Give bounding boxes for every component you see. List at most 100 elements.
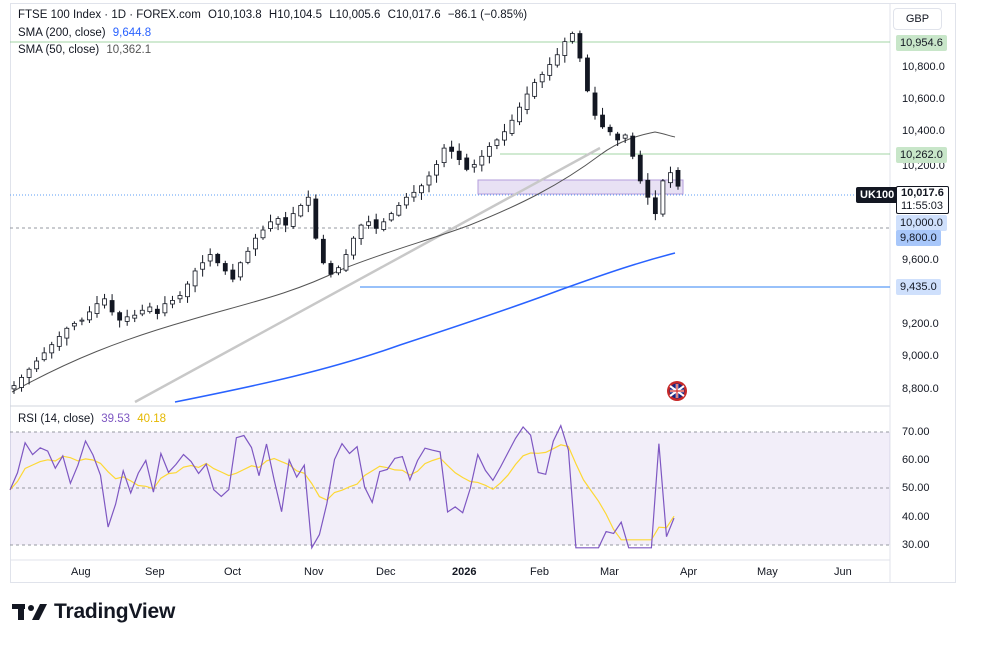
candle-body (222, 263, 228, 272)
tradingview-logo-icon (12, 604, 47, 620)
candle-body (577, 33, 583, 59)
candle-body (117, 312, 123, 321)
candle-body (320, 238, 326, 264)
candle-body (87, 311, 92, 321)
uk-flag-icon (667, 381, 687, 401)
candle-body (41, 352, 47, 361)
candle-body (351, 237, 356, 256)
time-label: Jun (834, 566, 852, 578)
candle-body (562, 41, 568, 56)
close-value: C10,017.6 (387, 9, 441, 21)
candle-body (343, 254, 349, 271)
rsi-legend[interactable]: RSI (14, close) 39.53 40.18 (18, 413, 170, 425)
candle-body (554, 54, 560, 66)
currency-button[interactable]: GBP (893, 8, 942, 30)
candle-body (245, 250, 251, 263)
rsi-value: 39.53 (101, 413, 131, 425)
chart-frame[interactable] (10, 3, 956, 583)
rsi-pane (9, 423, 675, 550)
candle-body (185, 283, 190, 298)
candle-body (215, 253, 221, 264)
candle-body (509, 119, 515, 134)
rsi-ma-value: 40.18 (137, 413, 167, 425)
sma50-label: SMA (50, close) (18, 44, 100, 56)
candle-body (419, 185, 424, 194)
candle-body (569, 33, 575, 42)
last-price-value: 10,017.6 (901, 187, 944, 199)
candle-body (71, 322, 77, 327)
candle-body (200, 262, 206, 270)
candle-body (426, 175, 432, 186)
candle-body (652, 197, 658, 215)
sma50-value: 10,362.1 (106, 44, 152, 56)
candle-body (268, 221, 273, 229)
candle-body (19, 377, 24, 388)
candle-body (34, 360, 40, 370)
candle-body (494, 139, 500, 146)
candle-body (479, 155, 485, 166)
candle-body (154, 308, 160, 314)
candle-body (396, 205, 402, 216)
candle-body (502, 131, 507, 141)
candle-body (192, 270, 198, 287)
candle-body (675, 170, 681, 187)
candle-body (260, 229, 266, 239)
candle-body (615, 133, 621, 141)
tradingview-logo[interactable]: TradingView (12, 600, 175, 624)
symbol-title[interactable]: FTSE 100 Index · 1D · FOREX.com (18, 9, 201, 21)
sma200-label: SMA (200, close) (18, 27, 106, 39)
price-tick: 10,200.0 (902, 160, 945, 172)
candle-body (64, 327, 70, 339)
price-tick: 8,800.0 (902, 383, 939, 395)
candle-body (132, 314, 138, 319)
time-label: Dec (376, 566, 396, 578)
candle-body (290, 213, 296, 227)
level-10000-tag: 10,000.0 (896, 215, 947, 231)
candle-body (102, 298, 107, 306)
candle-body (366, 221, 372, 226)
candle-body (283, 217, 289, 226)
candle-body (456, 150, 462, 160)
candle-body (441, 147, 447, 164)
candle-body (630, 135, 636, 157)
time-label: Feb (530, 566, 549, 578)
candle-body (524, 93, 530, 110)
candle-body (539, 74, 545, 83)
change-value: −86.1 (−0.85%) (447, 9, 528, 21)
open-value: O10,103.8 (207, 9, 262, 21)
candle-body (162, 303, 168, 314)
rsi-line (9, 423, 675, 550)
candle-body (328, 263, 334, 275)
candle-body (471, 164, 477, 168)
countdown-value: 11:55:03 (901, 200, 944, 212)
sma50-legend[interactable]: SMA (50, close) 10,362.1 (18, 44, 155, 56)
time-label: Nov (304, 566, 324, 578)
candle-body (381, 221, 387, 230)
sma200-legend[interactable]: SMA (200, close) 9,644.8 (18, 27, 155, 39)
candle-body (403, 196, 409, 206)
candle-body (313, 198, 319, 239)
last-price-tag: 10,017.6 11:55:03 (896, 186, 949, 214)
candle-body (147, 306, 153, 313)
rsi-ma-line (9, 444, 675, 541)
support-tag: 9,435.0 (896, 279, 941, 295)
candle-body (464, 157, 470, 170)
candle-body (486, 146, 492, 157)
rsi-tick: 50.00 (902, 482, 930, 494)
candle-body (275, 218, 281, 225)
candle-body (434, 164, 439, 176)
time-label: Sep (145, 566, 165, 578)
candle-body (388, 213, 394, 221)
candle-body (592, 92, 598, 116)
candle-body (230, 269, 236, 280)
price-tick: 10,800.0 (902, 61, 945, 73)
candle-body (124, 316, 130, 322)
sma200-line (174, 252, 676, 403)
price-tick: 10,400.0 (902, 125, 945, 137)
candle-body (449, 146, 455, 152)
sma200-value: 9,644.8 (112, 27, 152, 39)
price-tick: 10,600.0 (902, 93, 945, 105)
high-value: H10,104.5 (268, 9, 322, 21)
time-label: 2026 (452, 566, 477, 578)
